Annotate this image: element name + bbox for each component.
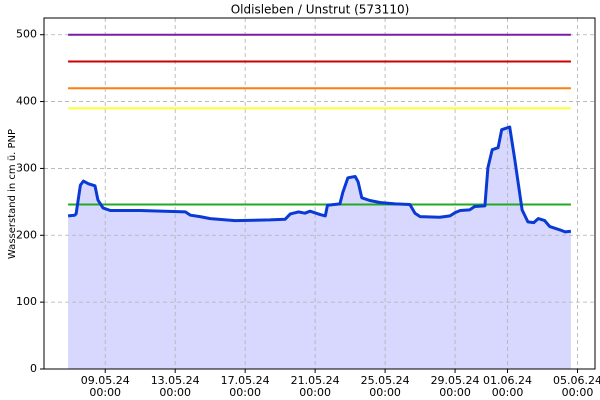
chart-title: Oldisleben / Unstrut (573110) xyxy=(231,3,410,17)
x-tick-label: 09.05.24 00:00 xyxy=(81,374,130,399)
x-tick-label-line: 13.05.24 xyxy=(151,374,200,387)
x-tick-label-line: 00:00 xyxy=(369,386,401,399)
y-axis-label: Wasserstand in cm ü. PNP xyxy=(7,129,18,259)
x-tick-label-line: 00:00 xyxy=(159,386,191,399)
x-tick-label: 17.05.24 00:00 xyxy=(221,374,270,399)
x-tick-label-line: 05.06.24 xyxy=(553,374,600,387)
area xyxy=(68,127,571,369)
x-tick-label-line: 29.05.24 xyxy=(431,374,480,387)
y-tick-label: 300 xyxy=(16,161,37,174)
x-tick-label-line: 09.05.24 xyxy=(81,374,130,387)
x-tick-label: 01.06.24 00:00 xyxy=(483,374,532,399)
y-tick-label: 200 xyxy=(16,228,37,241)
x-tick-label-line: 17.05.24 xyxy=(221,374,270,387)
y-tick-label: 0 xyxy=(30,362,37,375)
x-tick-label-line: 00:00 xyxy=(299,386,331,399)
line xyxy=(67,125,572,234)
x-tick-label: 21.05.24 00:00 xyxy=(291,374,340,399)
x-tick-label-line: 01.06.24 xyxy=(483,374,532,387)
x-tick-label-line: 25.05.24 xyxy=(361,374,410,387)
x-tick-label-line: 00:00 xyxy=(89,386,121,399)
plot-frame xyxy=(43,17,596,370)
x-tick-label: 13.05.24 00:00 xyxy=(151,374,200,399)
x-tick-label-line: 00:00 xyxy=(439,386,471,399)
x-tick-label-line: 00:00 xyxy=(562,386,594,399)
x-tick-label-line: 00:00 xyxy=(229,386,261,399)
y-tick-label: 400 xyxy=(16,95,37,108)
x-tick-label-line: 21.05.24 xyxy=(291,374,340,387)
y-tick-label: 500 xyxy=(16,28,37,41)
x-tick-label: 29.05.24 00:00 xyxy=(431,374,480,399)
x-tick-label-line: 00:00 xyxy=(492,386,524,399)
x-tick-label: 25.05.24 00:00 xyxy=(361,374,410,399)
x-tick-label: 05.06.24 00:00 xyxy=(553,374,600,399)
y-tick-label: 100 xyxy=(16,295,37,308)
